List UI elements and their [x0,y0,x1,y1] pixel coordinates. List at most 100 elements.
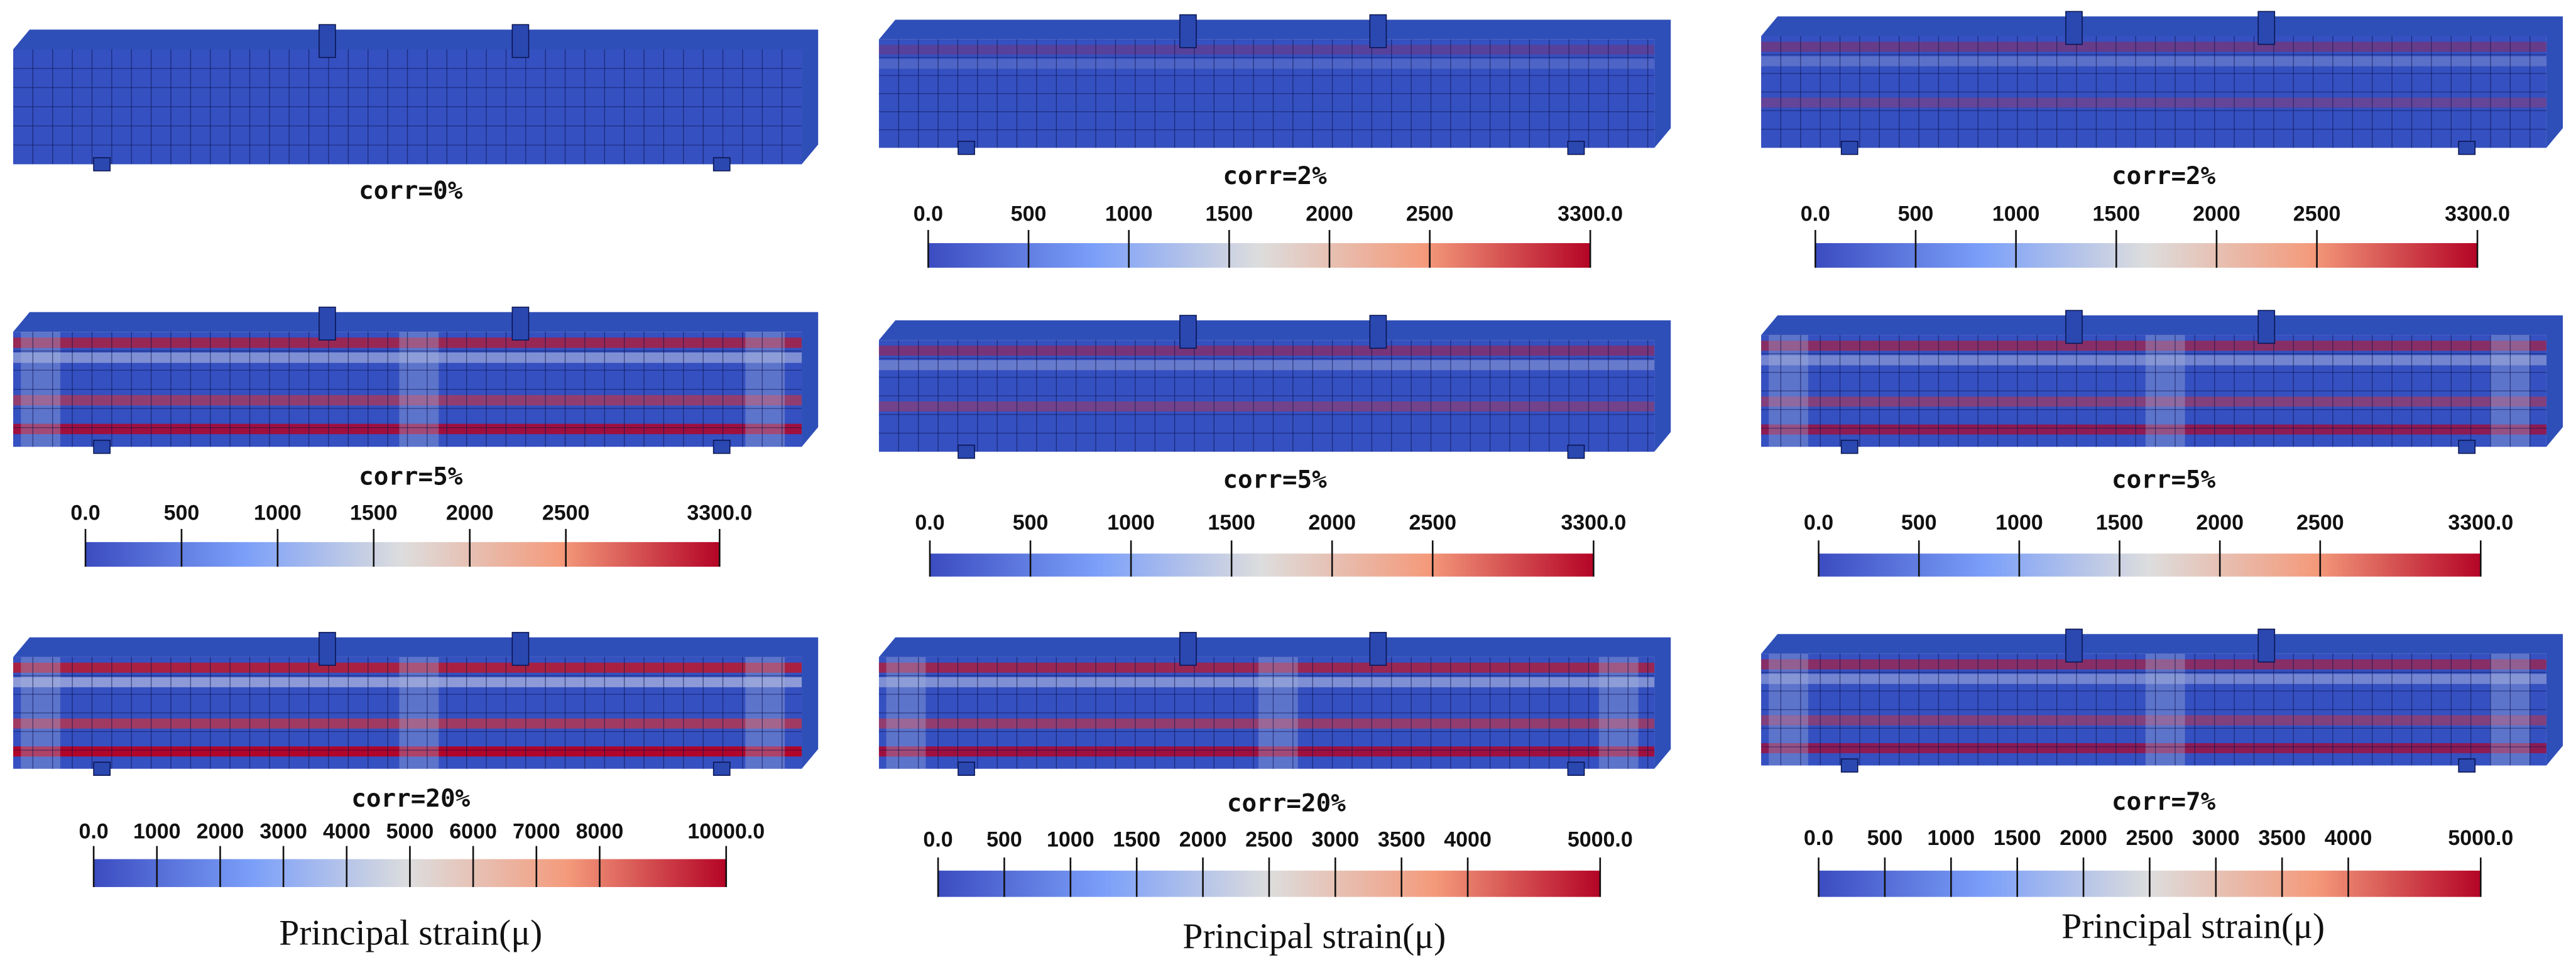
tick-label: 3000 [2192,826,2240,850]
tick-label: 2500 [1245,828,1293,852]
load-plate [1369,315,1387,349]
support [1840,758,1858,773]
panel: corr=0% [13,24,819,205]
tick-label: 2000 [2196,511,2244,535]
support [712,157,731,172]
load-plate [511,631,530,666]
axis-title: Principal strain(μ) [1182,917,1446,956]
strain-band [878,346,1655,356]
caption: corr=5% [1223,466,1327,494]
tick-label: 1500 [2092,202,2140,226]
colorbar [1818,553,2481,577]
tick-label: 2000 [2193,202,2240,226]
tick-label: 2500 [1409,511,1456,535]
tick-label: 1500 [1206,202,1253,226]
support [93,439,111,454]
tick-label: 10000.0 [687,820,765,844]
tick-label: 1000 [1107,511,1155,535]
support [958,141,975,155]
load-plate [2257,628,2276,663]
caption: corr=7% [2112,788,2216,816]
strain-band [1761,715,2546,726]
tick-label: 1000 [1995,511,2043,535]
tick-label: 0.0 [923,828,952,852]
caption: corr=2% [1223,162,1327,190]
strain-band [1761,56,2546,67]
strain-band [878,746,1655,757]
tick-label: 1000 [1047,828,1094,852]
tick-label: 500 [1898,202,1934,226]
beam-top [13,312,819,447]
tick-label: 3300.0 [2448,511,2513,535]
tick-label: 3300.0 [1561,511,1626,535]
load-plate [2257,310,2276,344]
strain-band [878,401,1655,412]
tick-label: 1000 [133,820,181,844]
tick-label: 2500 [2293,202,2341,226]
strain-band [1761,743,2546,753]
tick-label: 2500 [2296,511,2344,535]
load-plate [319,24,336,58]
panel: corr=7% 0.0 500 1000 1500 2000 2500 3000 3500 400… [1761,628,2563,946]
tick-label: 3000 [259,820,307,844]
panel: corr=2% 0.0 500 1000 1500 2000 2500 3300.0 [1761,11,2563,268]
panel: corr=20% 0.0 1000 2000 3000 4000 5000 6000 7000 8… [13,631,819,953]
support [1840,141,1858,155]
tick-label: 1000 [1105,202,1153,226]
load-plate [1179,315,1197,349]
tick-label: 0.0 [1804,826,1833,850]
support [958,761,975,776]
colorbar [928,242,1591,268]
tick-label: 8000 [576,820,624,844]
tick-label: 500 [986,828,1022,852]
tick-label: 0.0 [915,511,944,535]
caption: corr=5% [2112,466,2216,494]
tick-label: 5000.0 [2448,826,2513,850]
strain-band [1761,424,2546,435]
tick-label: 2000 [1308,511,1356,535]
support [1840,439,1858,454]
colorbar [85,542,720,567]
tick-label: 2000 [1179,828,1227,852]
tick-label: 3300.0 [2445,202,2510,226]
tick-label: 1000 [1928,826,1975,850]
load-plate [2257,11,2276,45]
caption: corr=20% [351,785,470,813]
beam-top [1761,16,2563,148]
support [712,439,731,454]
strain-band [1761,97,2546,108]
strain-band [1761,673,2546,684]
tick-label: 1500 [2096,511,2144,535]
support [958,444,975,459]
axis-title: Principal strain(μ) [279,913,542,953]
caption: corr=20% [1227,790,1346,818]
tick-label: 3000 [1311,828,1359,852]
tick-label: 3500 [1378,828,1426,852]
tick-label: 2500 [2126,826,2174,850]
caption: corr=2% [2112,162,2216,190]
support [712,761,731,776]
strain-band [878,662,1655,673]
load-plate [1179,14,1197,48]
load-plate [319,307,336,341]
load-plate [511,307,530,341]
load-plate [2065,628,2083,663]
tick-label: 2500 [1406,202,1454,226]
panel: corr=5% 0.0 500 1000 1500 2000 2500 3300.0 [1761,310,2563,577]
caption: corr=0% [359,177,463,205]
panel: corr=20% 0.0 500 1000 1500 2000 2500 3000 3500 40… [878,631,1671,956]
tick-label: 2000 [197,820,244,844]
tick-label: 2500 [542,501,590,525]
tick-label: 500 [164,501,200,525]
tick-label: 4000 [2325,826,2372,850]
tick-label: 5000.0 [1568,828,1633,852]
beam-top [1761,315,2563,447]
load-plate [511,24,530,58]
tick-label: 0.0 [1804,511,1833,535]
strain-band [878,677,1655,687]
strain-band [1761,355,2546,366]
axis-title: Principal strain(μ) [2061,907,2325,946]
tick-label: 2000 [2060,826,2107,850]
